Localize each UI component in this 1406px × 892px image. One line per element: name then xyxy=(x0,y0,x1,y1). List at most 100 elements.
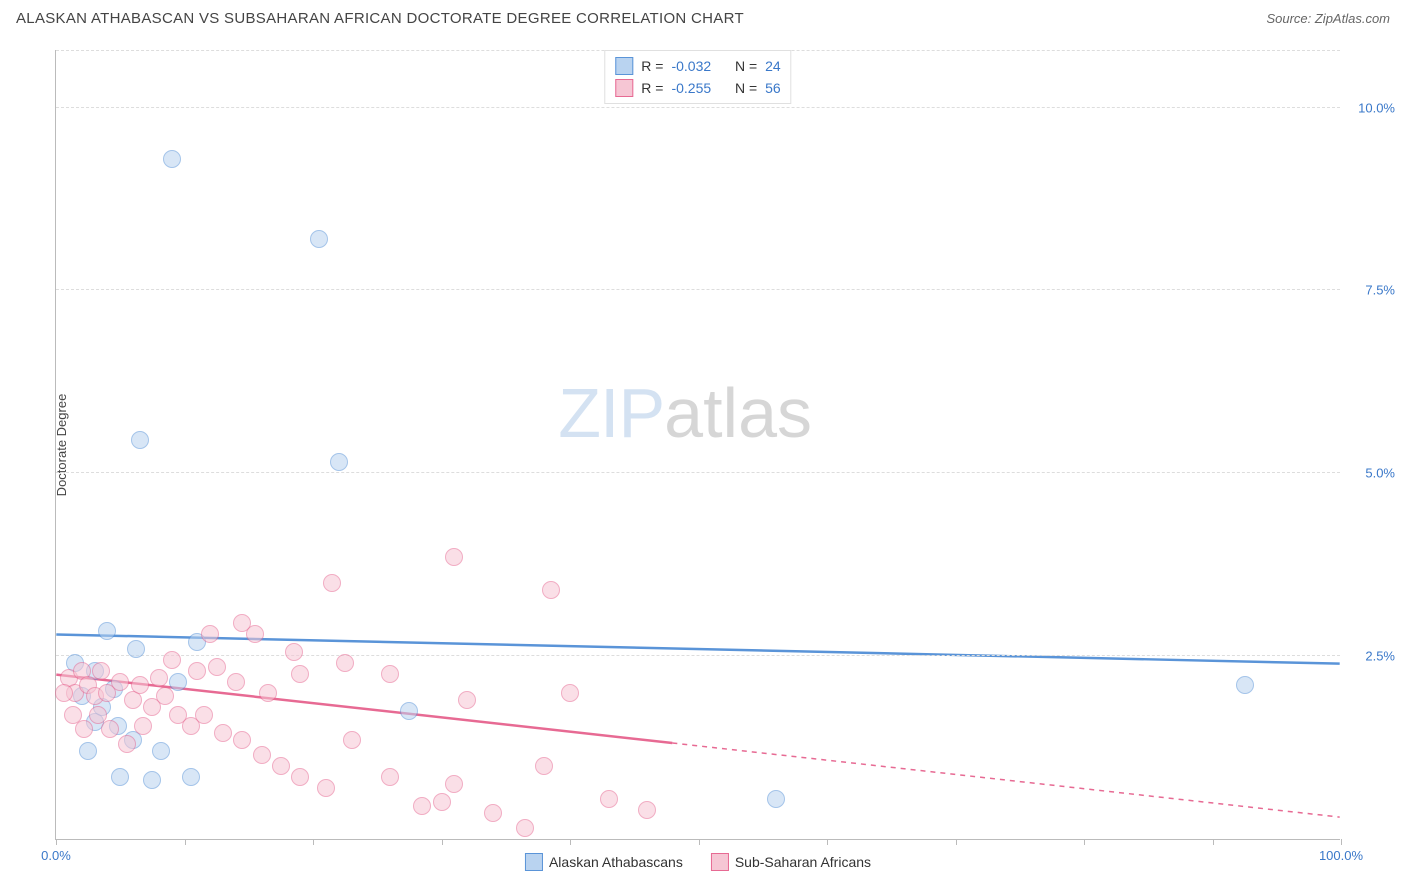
chart-title: ALASKAN ATHABASCAN VS SUBSAHARAN AFRICAN… xyxy=(16,10,744,27)
data-point xyxy=(92,662,110,680)
data-point xyxy=(445,548,463,566)
data-point xyxy=(182,768,200,786)
r-label: R = xyxy=(641,55,663,77)
watermark-zip: ZIP xyxy=(558,374,664,452)
data-point xyxy=(458,691,476,709)
x-tick xyxy=(699,839,700,845)
data-point xyxy=(111,768,129,786)
swatch-series-a xyxy=(615,57,633,75)
data-point xyxy=(195,706,213,724)
gridline xyxy=(56,107,1340,108)
legend: Alaskan Athabascans Sub-Saharan Africans xyxy=(525,853,871,871)
data-point xyxy=(188,662,206,680)
data-point xyxy=(291,665,309,683)
data-point xyxy=(381,665,399,683)
x-tick xyxy=(442,839,443,845)
x-tick xyxy=(827,839,828,845)
data-point xyxy=(600,790,618,808)
data-point xyxy=(111,673,129,691)
data-point xyxy=(317,779,335,797)
data-point xyxy=(413,797,431,815)
legend-item-a: Alaskan Athabascans xyxy=(525,853,683,871)
x-tick xyxy=(1084,839,1085,845)
chart-area: Doctorate Degree ZIPatlas R = -0.032 N =… xyxy=(45,50,1355,840)
n-label: N = xyxy=(735,55,757,77)
data-point xyxy=(253,746,271,764)
data-point xyxy=(561,684,579,702)
y-tick-label: 5.0% xyxy=(1365,466,1395,481)
n-label: N = xyxy=(735,77,757,99)
data-point xyxy=(163,150,181,168)
legend-label-a: Alaskan Athabascans xyxy=(549,854,683,870)
n-value-a: 24 xyxy=(765,55,781,77)
r-label: R = xyxy=(641,77,663,99)
correlation-legend: R = -0.032 N = 24 R = -0.255 N = 56 xyxy=(604,50,791,104)
correlation-row: R = -0.032 N = 24 xyxy=(615,55,780,77)
data-point xyxy=(134,717,152,735)
data-point xyxy=(143,771,161,789)
data-point xyxy=(163,651,181,669)
data-point xyxy=(98,622,116,640)
data-point xyxy=(246,625,264,643)
data-point xyxy=(272,757,290,775)
data-point xyxy=(214,724,232,742)
data-point xyxy=(323,574,341,592)
x-tick-label: 0.0% xyxy=(41,848,71,863)
data-point xyxy=(259,684,277,702)
data-point xyxy=(285,643,303,661)
x-tick xyxy=(1341,839,1342,845)
swatch-series-b xyxy=(711,853,729,871)
swatch-series-a xyxy=(525,853,543,871)
data-point xyxy=(535,757,553,775)
data-point xyxy=(767,790,785,808)
data-point xyxy=(152,742,170,760)
data-point xyxy=(310,230,328,248)
correlation-row: R = -0.255 N = 56 xyxy=(615,77,780,99)
r-value-b: -0.255 xyxy=(671,77,711,99)
data-point xyxy=(131,676,149,694)
data-point xyxy=(330,453,348,471)
data-point xyxy=(233,731,251,749)
data-point xyxy=(227,673,245,691)
data-point xyxy=(118,735,136,753)
x-tick-label: 100.0% xyxy=(1319,848,1363,863)
data-point xyxy=(400,702,418,720)
y-tick-label: 10.0% xyxy=(1358,100,1395,115)
data-point xyxy=(1236,676,1254,694)
legend-label-b: Sub-Saharan Africans xyxy=(735,854,871,870)
x-tick xyxy=(956,839,957,845)
swatch-series-b xyxy=(615,79,633,97)
data-point xyxy=(445,775,463,793)
source-label: Source: ZipAtlas.com xyxy=(1266,11,1390,26)
data-point xyxy=(75,720,93,738)
watermark-atlas: atlas xyxy=(664,374,812,452)
gridline xyxy=(56,472,1340,473)
data-point xyxy=(291,768,309,786)
x-tick xyxy=(185,839,186,845)
data-point xyxy=(101,720,119,738)
data-point xyxy=(381,768,399,786)
data-point xyxy=(156,687,174,705)
data-point xyxy=(484,804,502,822)
r-value-a: -0.032 xyxy=(671,55,711,77)
x-tick xyxy=(1213,839,1214,845)
data-point xyxy=(169,673,187,691)
x-tick xyxy=(313,839,314,845)
trend-lines xyxy=(56,50,1340,839)
data-point xyxy=(343,731,361,749)
n-value-b: 56 xyxy=(765,77,781,99)
x-tick xyxy=(56,839,57,845)
gridline xyxy=(56,655,1340,656)
data-point xyxy=(516,819,534,837)
data-point xyxy=(336,654,354,672)
data-point xyxy=(131,431,149,449)
data-point xyxy=(89,706,107,724)
gridline xyxy=(56,289,1340,290)
data-point xyxy=(64,706,82,724)
data-point xyxy=(150,669,168,687)
data-point xyxy=(208,658,226,676)
data-point xyxy=(542,581,560,599)
data-point xyxy=(638,801,656,819)
legend-item-b: Sub-Saharan Africans xyxy=(711,853,871,871)
y-tick-label: 7.5% xyxy=(1365,283,1395,298)
